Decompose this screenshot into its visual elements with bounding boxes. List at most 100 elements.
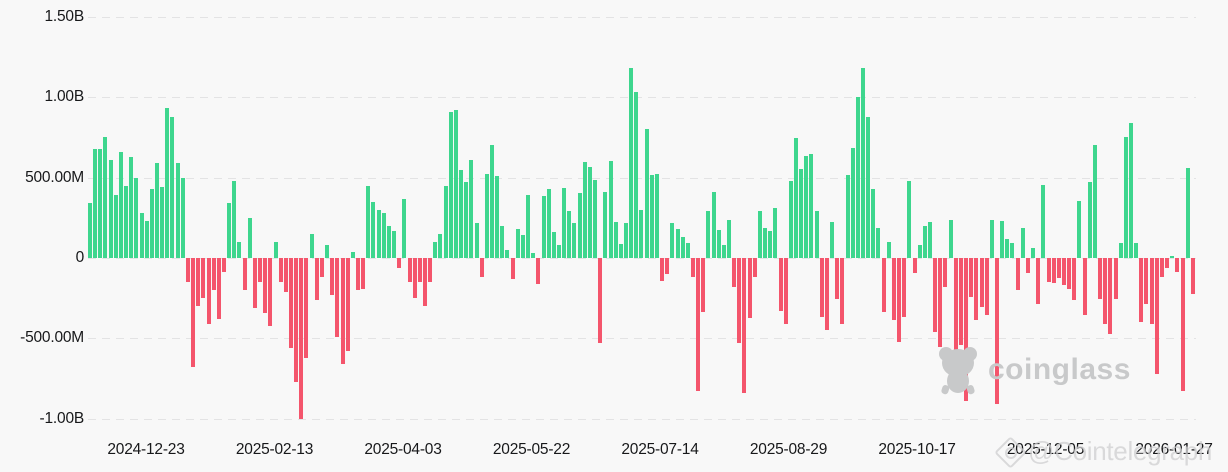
bar[interactable] — [979, 258, 984, 307]
bar[interactable] — [629, 68, 634, 258]
bar[interactable] — [180, 177, 185, 258]
bar[interactable] — [587, 167, 592, 258]
bar[interactable] — [464, 182, 469, 258]
bar[interactable] — [531, 253, 536, 258]
bar[interactable] — [582, 162, 587, 258]
bar[interactable] — [984, 258, 989, 316]
bar[interactable] — [397, 258, 402, 268]
bar[interactable] — [1082, 258, 1087, 316]
bar[interactable] — [309, 233, 314, 258]
bar[interactable] — [1159, 258, 1164, 277]
bar[interactable] — [902, 258, 907, 317]
bar[interactable] — [155, 163, 159, 258]
bar[interactable] — [639, 209, 644, 258]
bar[interactable] — [567, 211, 572, 258]
bar[interactable] — [438, 233, 443, 258]
bar[interactable] — [459, 169, 464, 258]
bar[interactable] — [129, 156, 134, 258]
bar[interactable] — [381, 212, 386, 258]
bar[interactable] — [546, 188, 551, 258]
bar[interactable] — [732, 258, 737, 287]
bar[interactable] — [757, 211, 762, 258]
bar[interactable] — [319, 258, 324, 278]
bar[interactable] — [443, 185, 448, 258]
bar[interactable] — [752, 258, 757, 278]
bar[interactable] — [170, 116, 175, 258]
bar[interactable] — [1072, 258, 1077, 301]
bar[interactable] — [969, 258, 974, 297]
bar[interactable] — [1062, 258, 1066, 286]
bar[interactable] — [665, 258, 670, 275]
bar[interactable] — [727, 219, 732, 258]
bar[interactable] — [1020, 228, 1025, 258]
bar[interactable] — [149, 188, 154, 258]
bar[interactable] — [211, 258, 216, 291]
bar[interactable] — [221, 258, 226, 273]
bar[interactable] — [1000, 220, 1005, 258]
bar[interactable] — [690, 258, 695, 277]
bar[interactable] — [871, 188, 876, 258]
bar[interactable] — [124, 185, 129, 258]
bar[interactable] — [572, 222, 577, 258]
bar[interactable] — [598, 258, 603, 344]
bar[interactable] — [747, 258, 752, 318]
bar[interactable] — [768, 230, 773, 258]
bar[interactable] — [675, 229, 680, 258]
bar[interactable] — [489, 145, 494, 258]
bar[interactable] — [876, 228, 881, 258]
bar[interactable] — [958, 258, 963, 346]
bar[interactable] — [850, 147, 855, 258]
bar[interactable] — [88, 203, 92, 258]
bar[interactable] — [448, 111, 453, 258]
bar[interactable] — [283, 258, 288, 292]
bar[interactable] — [314, 258, 319, 300]
bar[interactable] — [794, 138, 799, 258]
bar[interactable] — [541, 196, 546, 258]
bar[interactable] — [402, 198, 407, 258]
bar[interactable] — [763, 228, 768, 258]
bar[interactable] — [510, 258, 515, 279]
bar[interactable] — [474, 222, 479, 258]
bar[interactable] — [933, 258, 938, 332]
bar[interactable] — [1113, 258, 1118, 299]
bar[interactable] — [1010, 243, 1015, 258]
bar[interactable] — [108, 159, 113, 258]
bar[interactable] — [273, 241, 278, 258]
bar[interactable] — [989, 219, 994, 258]
bar[interactable] — [556, 245, 561, 258]
bar[interactable] — [479, 258, 484, 278]
bar[interactable] — [325, 245, 330, 258]
bar[interactable] — [242, 258, 247, 291]
bar[interactable] — [1092, 145, 1097, 258]
bar[interactable] — [118, 151, 123, 258]
bar[interactable] — [593, 180, 598, 258]
bar[interactable] — [773, 208, 778, 258]
bar[interactable] — [618, 243, 623, 258]
bar[interactable] — [603, 192, 608, 258]
bar[interactable] — [783, 258, 788, 324]
bar[interactable] — [830, 221, 835, 258]
bar[interactable] — [819, 258, 824, 317]
bar[interactable] — [453, 110, 458, 258]
bar[interactable] — [964, 258, 969, 401]
bar[interactable] — [1190, 258, 1195, 294]
bar[interactable] — [1005, 239, 1010, 258]
bar[interactable] — [422, 258, 427, 307]
bar[interactable] — [505, 249, 510, 258]
bar[interactable] — [232, 180, 237, 258]
bar[interactable] — [1031, 248, 1036, 258]
bar[interactable] — [1134, 243, 1139, 258]
bar[interactable] — [943, 258, 948, 287]
bar[interactable] — [227, 203, 232, 258]
bar[interactable] — [165, 108, 170, 258]
bar[interactable] — [500, 225, 505, 258]
bar[interactable] — [134, 177, 139, 258]
bar[interactable] — [371, 201, 376, 258]
bar[interactable] — [737, 258, 742, 344]
bar[interactable] — [288, 258, 293, 349]
bar[interactable] — [814, 211, 819, 258]
bar[interactable] — [160, 187, 165, 258]
bar[interactable] — [912, 258, 917, 274]
bar[interactable] — [1056, 258, 1061, 279]
bar[interactable] — [938, 258, 943, 348]
